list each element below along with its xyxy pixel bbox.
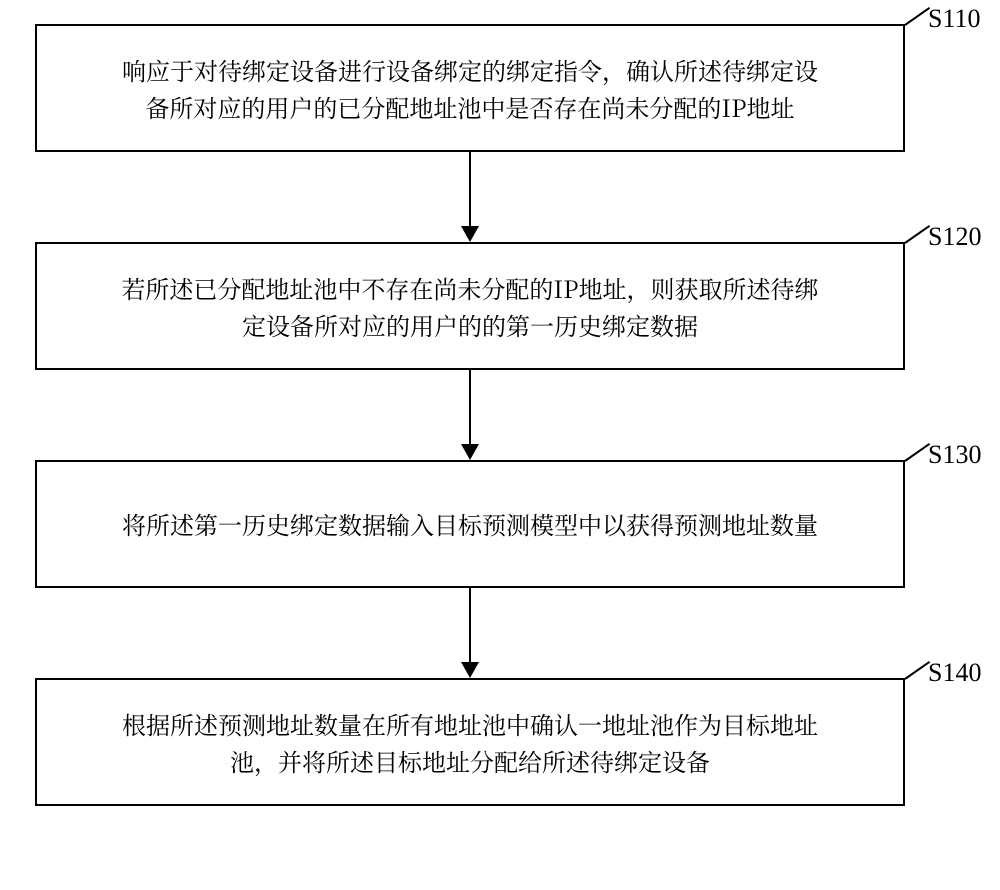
arrow-head-s110-s120 [461,226,479,242]
tick-s140 [904,661,930,680]
tick-s120 [904,225,930,244]
arrow-s120-s130 [469,370,471,444]
step-label-s140: S140 [928,658,981,688]
step-box-s140: 根据所述预测地址数量在所有地址池中确认一地址池作为目标地址 池，并将所述目标地址… [35,678,905,806]
step-box-s130: 将所述第一历史绑定数据输入目标预测模型中以获得预测地址数量 [35,460,905,588]
step-text-s130: 将所述第一历史绑定数据输入目标预测模型中以获得预测地址数量 [122,505,818,542]
flowchart-canvas: 响应于对待绑定设备进行设备绑定的绑定指令，确认所述待绑定设 备所对应的用户的已分… [0,0,1000,890]
arrow-head-s120-s130 [461,444,479,460]
step-text-s120: 若所述已分配地址池中不存在尚未分配的IP地址，则获取所述待绑 定设备所对应的用户… [121,269,818,343]
step-box-s110: 响应于对待绑定设备进行设备绑定的绑定指令，确认所述待绑定设 备所对应的用户的已分… [35,24,905,152]
arrow-s130-s140 [469,588,471,662]
step-label-s110: S110 [928,4,981,34]
step-text-s140: 根据所述预测地址数量在所有地址池中确认一地址池作为目标地址 池，并将所述目标地址… [122,705,818,779]
step-label-s130: S130 [928,440,981,470]
arrow-s110-s120 [469,152,471,226]
step-label-s120: S120 [928,222,981,252]
tick-s130 [904,443,930,462]
step-text-s110: 响应于对待绑定设备进行设备绑定的绑定指令，确认所述待绑定设 备所对应的用户的已分… [122,51,818,125]
arrow-head-s130-s140 [461,662,479,678]
step-box-s120: 若所述已分配地址池中不存在尚未分配的IP地址，则获取所述待绑 定设备所对应的用户… [35,242,905,370]
tick-s110 [904,7,930,26]
